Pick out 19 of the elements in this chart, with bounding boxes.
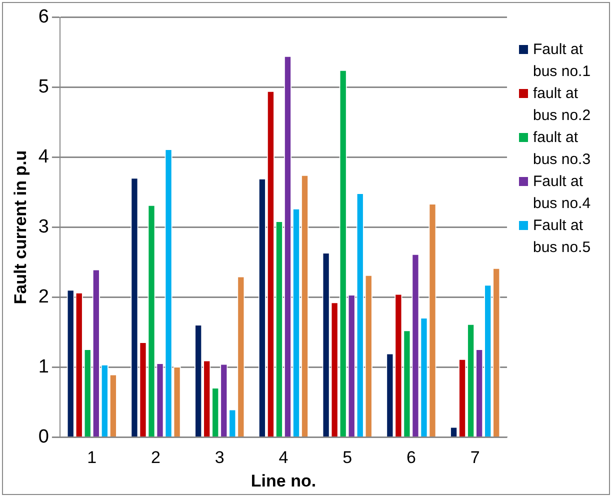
y-tick-label: 6 xyxy=(38,6,49,28)
x-tick-label: 5 xyxy=(342,448,352,468)
x-tick-label: 3 xyxy=(214,448,224,468)
y-tick-label: 4 xyxy=(38,146,50,168)
legend-label: fault at bus no.3 xyxy=(533,128,592,170)
legend-label: Fault at bus no.4 xyxy=(533,172,592,214)
x-tick-label: 7 xyxy=(470,448,480,468)
y-tick-label: 1 xyxy=(38,356,49,378)
x-axis-title: Line no. xyxy=(250,471,316,490)
y-tick-label: 3 xyxy=(38,216,49,238)
y-tick-label: 2 xyxy=(38,286,49,308)
x-tick-label: 4 xyxy=(278,448,288,468)
y-tick-label: 5 xyxy=(38,76,49,98)
y-axis-title: Fault current in p.u xyxy=(10,150,30,304)
x-tick-label: 1 xyxy=(87,448,97,468)
y-tick-label: 0 xyxy=(38,426,49,448)
x-tick-label: 6 xyxy=(406,448,416,468)
legend-label: Fault at bus no.5 xyxy=(533,216,592,258)
x-tick-label: 2 xyxy=(151,448,160,468)
